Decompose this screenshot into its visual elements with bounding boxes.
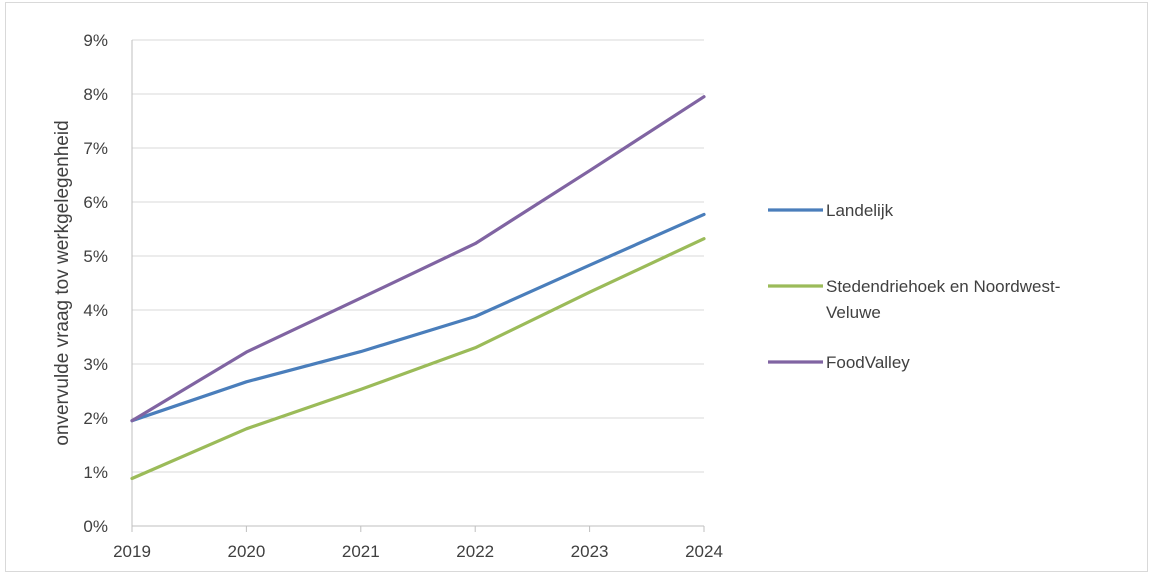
y-tick-label: 2%: [83, 409, 108, 428]
series-line: [130, 212, 706, 423]
series-lines: [130, 95, 706, 481]
x-tick-label: 2024: [685, 542, 723, 561]
y-tick-label: 6%: [83, 193, 108, 212]
y-tick-label: 7%: [83, 139, 108, 158]
series-line: [130, 237, 706, 481]
y-tick-label: 4%: [83, 301, 108, 320]
legend-label: Stedendriehoek en Noordwest-: [826, 277, 1060, 296]
y-axis-title: onvervulde vraag tov werkgelegenheid: [52, 120, 73, 445]
x-tick-label: 2021: [342, 542, 380, 561]
x-tick-label: 2022: [456, 542, 494, 561]
x-tick-label: 2023: [571, 542, 609, 561]
x-axis: 2019 2020 2021 2022 2023 2024: [113, 40, 723, 561]
x-tick-label: 2020: [227, 542, 265, 561]
y-tick-label: 1%: [83, 463, 108, 482]
y-tick-label: 8%: [83, 85, 108, 104]
legend-label: Veluwe: [826, 303, 881, 322]
gridlines: [132, 39, 704, 527]
y-tick-label: 9%: [83, 31, 108, 50]
y-axis-ticks: 0% 1% 2% 3% 4% 5% 6% 7% 8% 9%: [83, 31, 108, 536]
x-tick-label: 2019: [113, 542, 151, 561]
legend-label: Landelijk: [826, 201, 894, 220]
y-tick-label: 0%: [83, 517, 108, 536]
series-line: [130, 95, 706, 423]
y-tick-label: 3%: [83, 355, 108, 374]
legend-label: FoodValley: [826, 353, 910, 372]
chart-frame: [5, 2, 1148, 572]
legend: Landelijk Stedendriehoek en Noordwest- Vel…: [768, 201, 1060, 372]
y-tick-label: 5%: [83, 247, 108, 266]
